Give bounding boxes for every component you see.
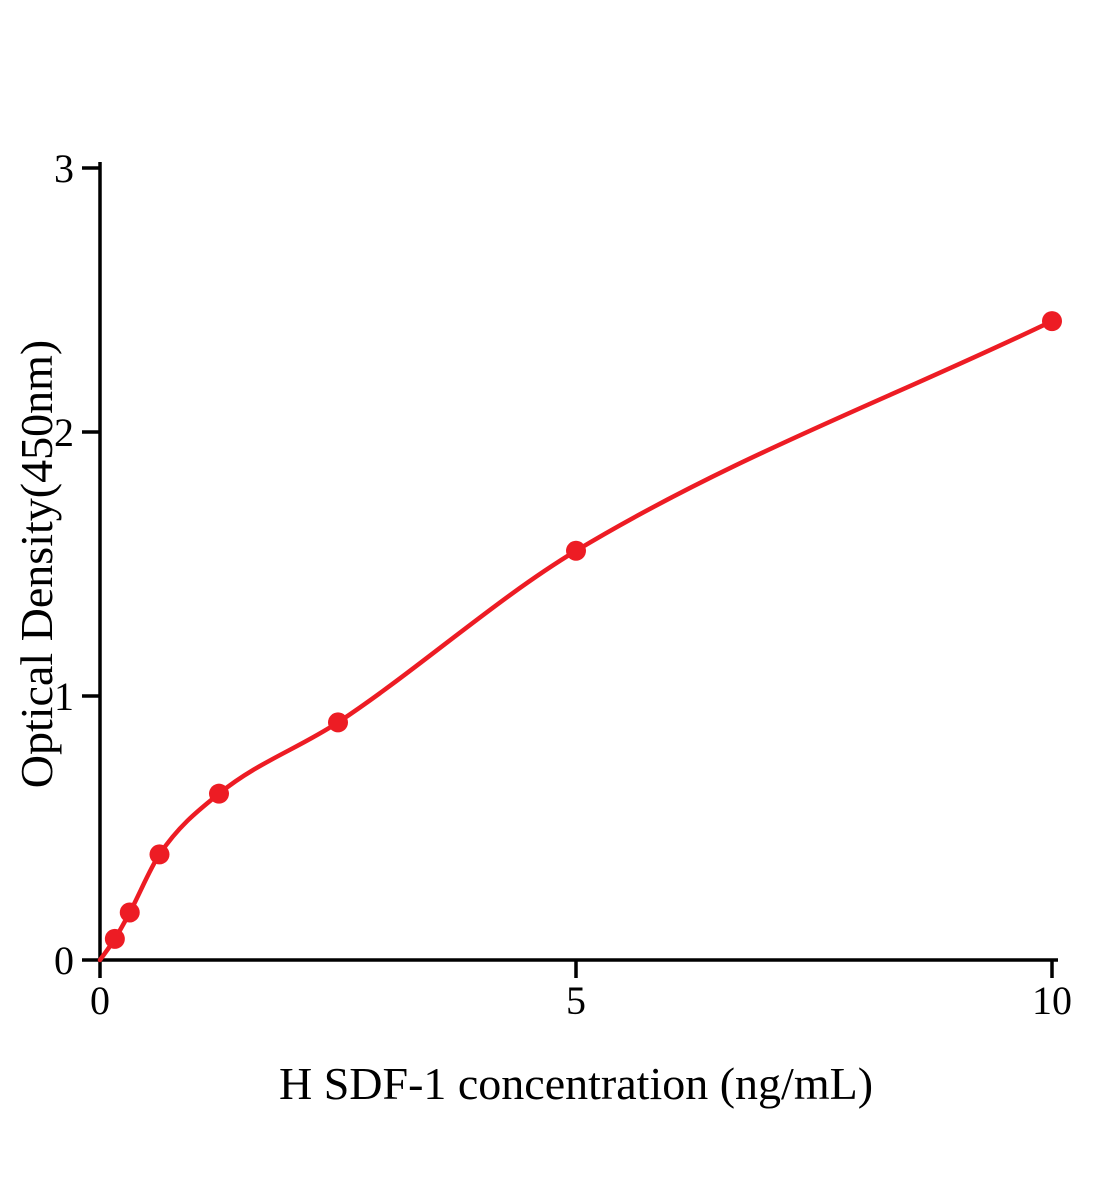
fit-curve (97, 318, 1055, 963)
data-point (149, 844, 170, 865)
data-point (566, 540, 586, 561)
y-tick-label: 2 (54, 410, 74, 455)
y-tick-label: 3 (54, 146, 74, 191)
data-point (104, 928, 125, 949)
data-point (119, 902, 140, 923)
y-tick-label: 1 (54, 674, 74, 719)
y-tick-label: 0 (54, 938, 74, 983)
x-tick-label: 10 (1032, 978, 1072, 1023)
x-tick-label: 5 (566, 978, 586, 1023)
x-axis-title: H SDF-1 concentration (ng/mL) (278, 1058, 874, 1109)
data-point (328, 712, 348, 733)
data-point (209, 783, 229, 804)
data-point (1042, 311, 1062, 332)
y-axis-title: Optical Density(450nm) (11, 339, 62, 789)
x-tick-label: 0 (90, 978, 110, 1023)
